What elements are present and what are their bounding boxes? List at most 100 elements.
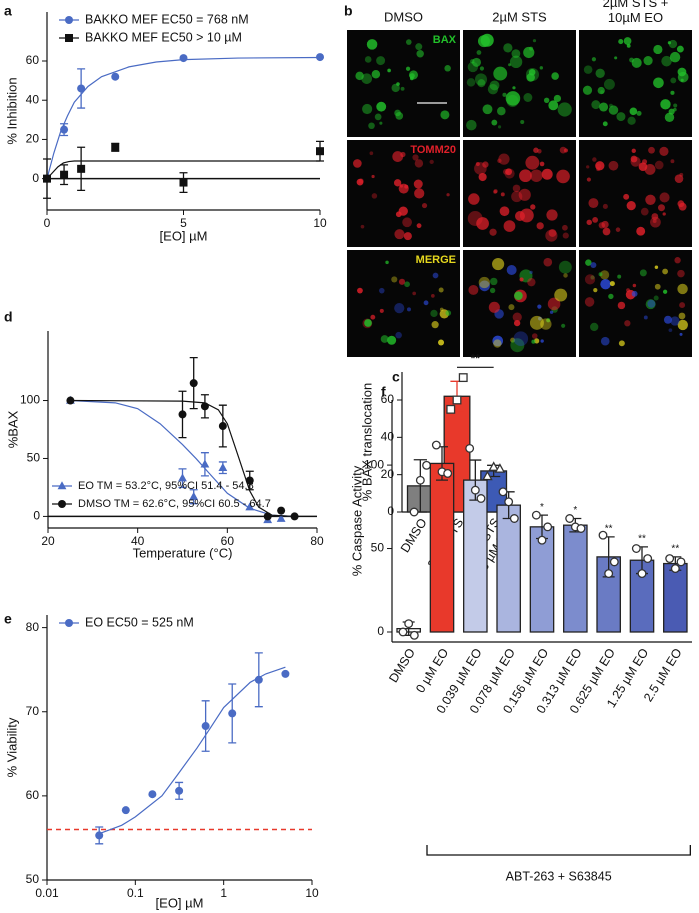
cell-signal — [497, 125, 502, 129]
text-line: 2µM STS + — [603, 0, 669, 10]
replicate-point — [498, 487, 508, 497]
cell-signal — [398, 278, 406, 285]
channel-label: BAX — [433, 34, 457, 46]
cell-signal — [387, 68, 391, 73]
cell-signal — [525, 155, 540, 170]
cell-signal — [598, 222, 606, 229]
data-point — [228, 709, 237, 718]
cell-signal — [392, 151, 404, 162]
cell-signal — [654, 283, 661, 290]
cell-signal — [398, 183, 409, 194]
x-axis-label: Temperature (°C) — [133, 545, 233, 560]
cell-signal — [415, 43, 423, 51]
cell-signal — [553, 94, 562, 103]
cell-signal — [361, 73, 373, 84]
cell-signal — [674, 174, 684, 183]
cell-signal — [631, 57, 642, 68]
cell-signal — [595, 161, 605, 171]
cell-signal — [391, 83, 400, 93]
cell-signal — [530, 169, 543, 183]
data-point — [60, 170, 69, 179]
cell-signal — [509, 55, 523, 69]
data-point — [276, 513, 286, 522]
data-point — [179, 178, 188, 187]
cell-signal — [529, 315, 544, 330]
replicate-point — [415, 475, 425, 485]
data-point — [254, 675, 263, 684]
cell-signal — [600, 336, 610, 346]
y-axis-label: %BAX — [5, 410, 20, 448]
cell-signal — [489, 228, 497, 236]
data-point — [77, 84, 86, 93]
bar — [463, 479, 488, 633]
cell-signal — [508, 63, 512, 67]
cell-signal — [563, 148, 569, 153]
cell-signal — [395, 112, 404, 120]
data-point — [77, 164, 86, 173]
x-tick-label: 20 — [41, 534, 55, 548]
x-tick-label: 40 — [131, 534, 145, 548]
y-tick-label: 40 — [26, 92, 40, 106]
cell-signal — [651, 213, 659, 220]
panel-letter: a — [4, 3, 12, 19]
data-point — [66, 396, 75, 405]
cell-signal — [667, 41, 672, 45]
cell-signal — [595, 68, 605, 79]
bar — [663, 562, 688, 633]
cell-signal — [548, 229, 557, 237]
cell-signal — [558, 260, 572, 274]
cell-signal — [548, 100, 559, 111]
y-tick-label: 40 — [381, 430, 395, 444]
cell-signal — [661, 55, 672, 67]
cell-signal — [376, 101, 387, 112]
cell-signal — [371, 69, 381, 79]
x-tick-label: DMSO — [398, 516, 430, 555]
replicate-point — [476, 494, 486, 503]
cell-signal — [366, 39, 378, 50]
x-tick-label: 0.01 — [35, 886, 59, 900]
cell-signal — [474, 162, 487, 175]
cell-signal — [437, 339, 445, 346]
cell-signal — [490, 277, 498, 286]
cell-signal — [510, 338, 525, 353]
cell-signal — [626, 43, 631, 48]
data-point — [43, 174, 51, 183]
cell-signal — [445, 310, 452, 316]
cell-signal — [678, 312, 686, 320]
micrograph — [347, 250, 460, 357]
replicate-point — [604, 569, 614, 579]
cell-signal — [519, 208, 534, 223]
cell-signal — [532, 39, 537, 43]
cell-signal — [680, 78, 684, 82]
cell-signal — [602, 227, 611, 236]
cell-signal — [629, 107, 638, 116]
y-tick-label: 70 — [26, 704, 40, 718]
replicate-point — [543, 522, 553, 532]
cell-signal — [541, 168, 553, 180]
replicate-point — [422, 460, 432, 470]
legend-label: BAKKO MEF EC50 > 10 µM — [85, 30, 242, 44]
legend-marker — [65, 34, 73, 42]
data-point — [111, 143, 120, 152]
cell-signal — [543, 97, 550, 104]
cell-signal — [648, 146, 655, 154]
cell-signal — [492, 257, 505, 271]
y-axis-label: % Viability — [4, 717, 19, 777]
cell-signal — [493, 66, 508, 81]
cell-signal — [513, 331, 529, 347]
panel-letter: c — [392, 369, 400, 385]
cell-signal — [659, 146, 669, 156]
cell-signal — [416, 50, 424, 58]
replicate-point — [504, 497, 514, 507]
cell-signal — [446, 193, 450, 197]
column-header: 2µM STS +10µM EO — [603, 0, 669, 25]
cell-signal — [512, 184, 521, 193]
legend-marker — [65, 16, 73, 24]
x-tick-label: 10 — [313, 216, 327, 230]
cell-signal — [562, 232, 569, 239]
cell-signal — [591, 100, 601, 110]
cell-signal — [413, 179, 423, 189]
cell-signal — [393, 179, 402, 187]
cell-signal — [662, 212, 666, 216]
cell-signal — [409, 76, 414, 81]
